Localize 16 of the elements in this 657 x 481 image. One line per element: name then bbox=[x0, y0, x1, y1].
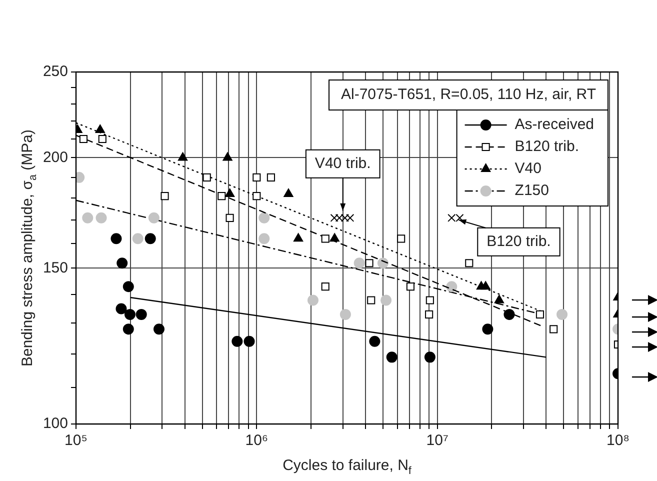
legend-label: As-received bbox=[514, 116, 594, 134]
text: Al-7075-T651, R=0.05, 110 Hz, air, RT bbox=[341, 86, 596, 104]
x-tick-label: 10⁸ bbox=[606, 432, 630, 450]
y-tick-label: 150 bbox=[42, 259, 68, 276]
x-tick-label: 10⁵ bbox=[64, 432, 88, 450]
legend-label: B120 trib. bbox=[514, 138, 580, 156]
annotation: B120 trib. bbox=[486, 233, 551, 250]
y-tick-label: 100 bbox=[42, 415, 68, 432]
y-tick-label: 250 bbox=[42, 63, 68, 80]
x-tick-label: 10⁷ bbox=[426, 432, 448, 450]
y-tick-label: 200 bbox=[42, 148, 68, 166]
legend-label: V40 bbox=[514, 160, 542, 178]
annotation: V40 trib. bbox=[314, 155, 371, 172]
x-tick-label: 10⁶ bbox=[245, 432, 268, 450]
y-axis-title: Bending stress amplitude, σa (MPa) bbox=[19, 129, 40, 367]
legend-label: Z150 bbox=[514, 182, 550, 200]
